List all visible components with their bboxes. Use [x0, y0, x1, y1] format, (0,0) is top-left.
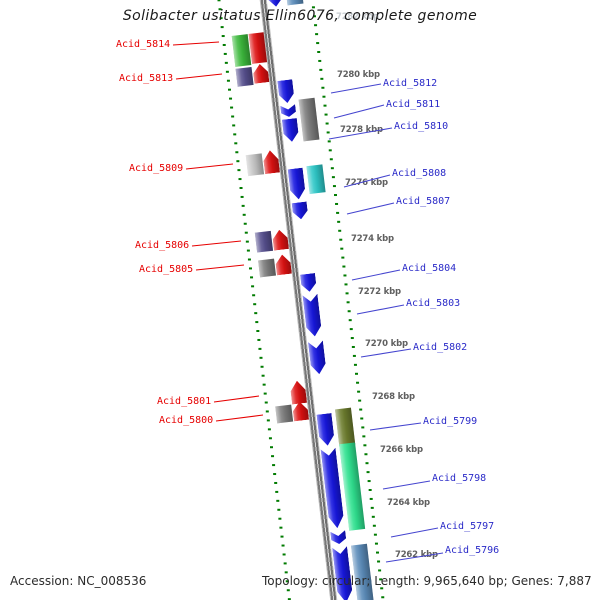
gene-label-acid_5801[interactable]: Acid_5801 — [157, 396, 212, 407]
leader-line-acid_5803 — [356, 304, 405, 315]
gene-label-acid_5803[interactable]: Acid_5803 — [406, 298, 461, 309]
leader-line-acid_5796 — [385, 552, 444, 563]
gene-label-acid_5813[interactable]: Acid_5813 — [119, 73, 174, 84]
gene-label-acid_5800[interactable]: Acid_5800 — [159, 415, 214, 426]
scale-label-7264: 7264 kbp — [387, 498, 430, 508]
scale-label-7280: 7280 kbp — [337, 70, 380, 80]
leader-line-acid_5814 — [172, 41, 220, 46]
leader-line-acid_5799 — [369, 422, 422, 431]
leader-line-acid_5808 — [343, 174, 391, 188]
leader-line-acid_5800 — [215, 414, 264, 422]
scale-label-7274: 7274 kbp — [351, 234, 394, 244]
scale-label-7276: 7276 kbp — [345, 178, 388, 188]
leader-line-acid_5805 — [195, 264, 245, 271]
gene-label-acid_5810[interactable]: Acid_5810 — [394, 121, 449, 132]
status-genome-info: Topology: circular; Length: 9,965,640 bp… — [262, 574, 592, 588]
scale-label-7266: 7266 kbp — [380, 445, 423, 455]
gene-label-acid_5812[interactable]: Acid_5812 — [383, 78, 438, 89]
gene-label-acid_5804[interactable]: Acid_5804 — [402, 263, 457, 274]
scale-label-7272: 7272 kbp — [358, 287, 401, 297]
gene-label-acid_5814[interactable]: Acid_5814 — [116, 39, 171, 50]
scale-label-7270: 7270 kbp — [365, 339, 408, 349]
gene-label-acid_5802[interactable]: Acid_5802 — [413, 342, 468, 353]
gene-label-acid_5805[interactable]: Acid_5805 — [139, 264, 194, 275]
scale-label-7268: 7268 kbp — [372, 392, 415, 402]
gene-label-acid_5808[interactable]: Acid_5808 — [392, 168, 447, 179]
gene-label-acid_5796[interactable]: Acid_5796 — [445, 545, 500, 556]
scale-label-7278: 7278 kbp — [340, 125, 383, 135]
leader-line-acid_5802 — [360, 348, 412, 358]
leader-line-acid_5811 — [333, 104, 385, 119]
scale-label-7282: 7282 kbp — [336, 12, 379, 22]
leader-line-acid_5801 — [213, 395, 260, 403]
page-title: Solibacter usitatus Ellin6076, complete … — [122, 8, 478, 24]
leader-line-acid_5810 — [328, 127, 393, 140]
leader-line-acid_5812 — [330, 83, 382, 94]
gene-label-acid_5806[interactable]: Acid_5806 — [135, 240, 190, 251]
scale-label-7262: 7262 kbp — [395, 550, 438, 560]
leader-line-acid_5809 — [185, 163, 234, 170]
leader-line-acid_5807 — [346, 202, 395, 215]
gene-label-acid_5799[interactable]: Acid_5799 — [423, 416, 478, 427]
gene-label-acid_5811[interactable]: Acid_5811 — [386, 99, 441, 110]
leader-line-acid_5804 — [351, 269, 401, 281]
leader-line-acid_5806 — [191, 240, 242, 247]
leader-line-acid_5813 — [175, 73, 223, 80]
leader-line-acid_5797 — [390, 527, 439, 538]
gene-label-acid_5797[interactable]: Acid_5797 — [440, 521, 495, 532]
gene-label-acid_5807[interactable]: Acid_5807 — [396, 196, 451, 207]
leader-line-acid_5798 — [382, 480, 431, 490]
status-accession: Accession: NC_008536 — [10, 574, 147, 588]
gene-label-acid_5798[interactable]: Acid_5798 — [432, 473, 487, 484]
gene-label-acid_5809[interactable]: Acid_5809 — [129, 163, 184, 174]
